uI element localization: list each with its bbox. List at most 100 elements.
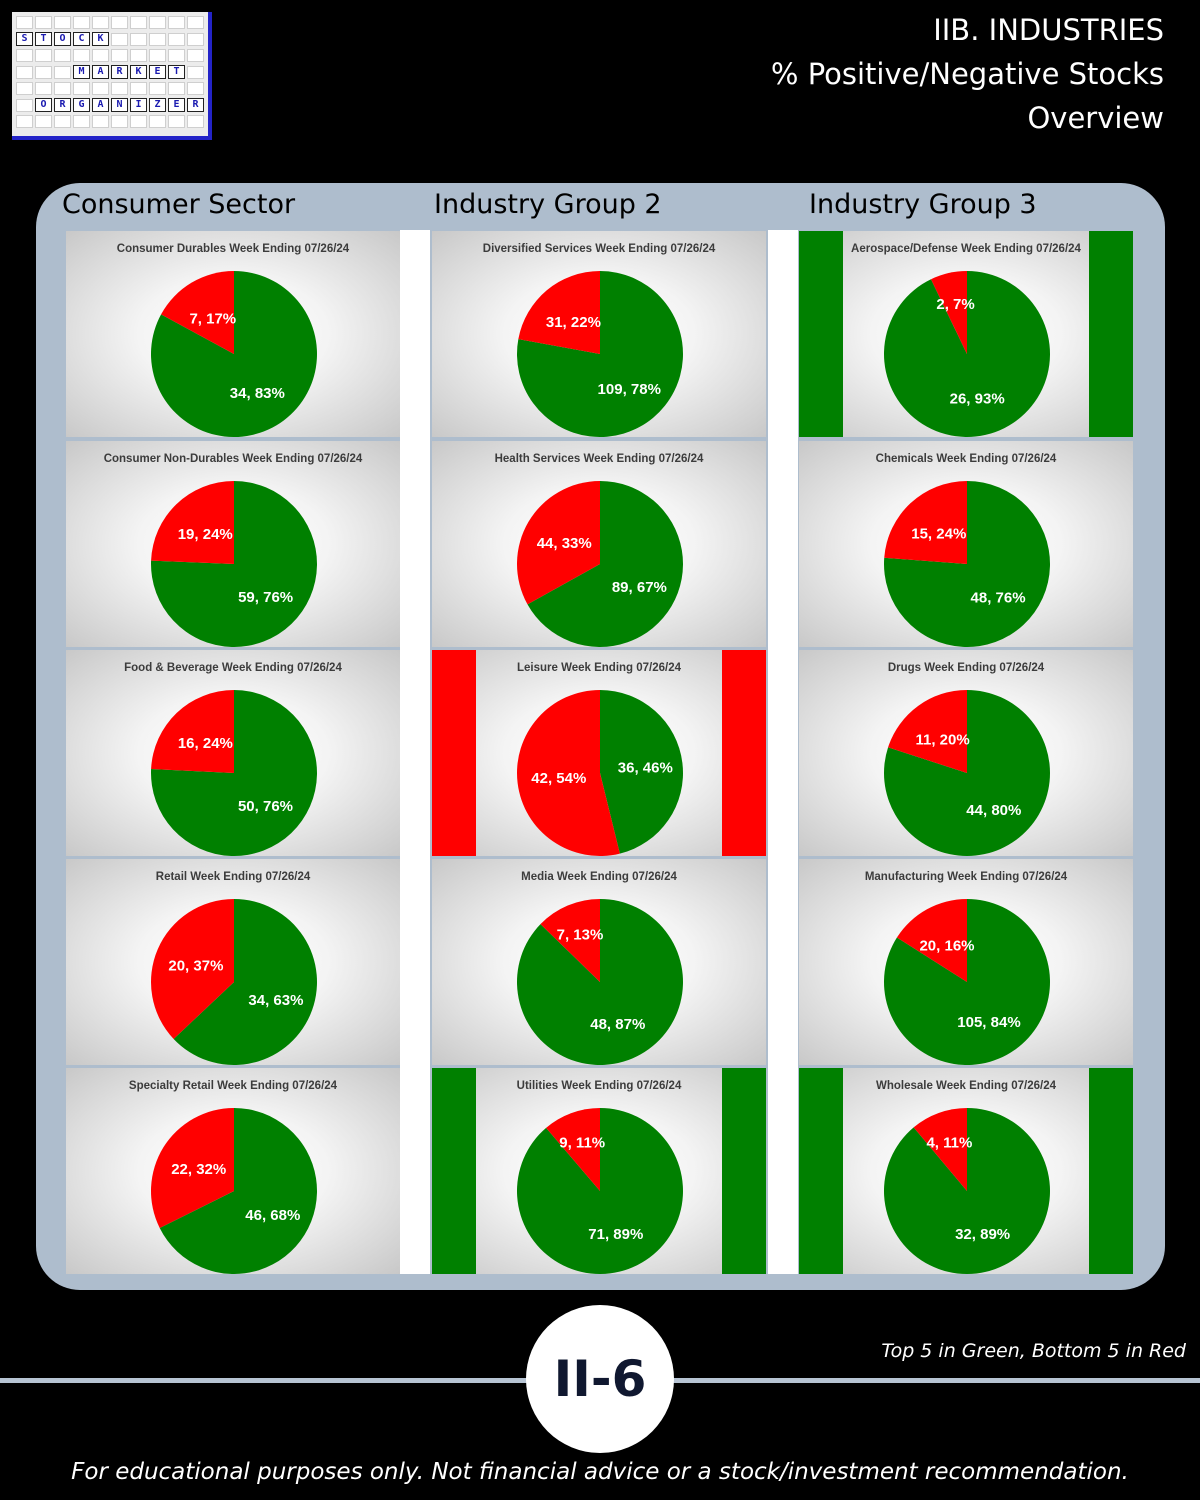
pie-label-negative: 2, 7% [936, 296, 974, 313]
pie-label-negative: 7, 13% [557, 927, 604, 944]
logo-cell [54, 115, 71, 128]
pie-slice-positive [150, 271, 317, 437]
column-gap [400, 230, 430, 1274]
disclaimer: For educational purposes only. Not finan… [71, 1459, 1129, 1485]
pie-chart-card: Aerospace/Defense Week Ending 07/26/24 26… [799, 231, 1133, 437]
logo-cell [54, 16, 71, 29]
pie-label-positive: 48, 87% [590, 1016, 645, 1033]
pie-chart: 105, 84% 20, 16% [884, 899, 1050, 1065]
pie-chart-title: Food & Beverage Week Ending 07/26/24 [124, 662, 342, 674]
logo-cell [111, 49, 128, 62]
logo-cell [149, 115, 166, 128]
pie-label-negative: 42, 54% [531, 770, 586, 787]
pie-label-positive: 105, 84% [957, 1014, 1020, 1031]
logo-cell [187, 49, 204, 62]
pie-chart-title: Utilities Week Ending 07/26/24 [516, 1080, 682, 1092]
pie-label-positive: 36, 46% [618, 759, 673, 776]
highlight-bar [799, 231, 843, 437]
pie-chart-card: Food & Beverage Week Ending 07/26/24 50, … [66, 650, 400, 856]
logo-letter: S [16, 32, 33, 46]
logo-cell [168, 49, 185, 62]
pie-chart-card: Media Week Ending 07/26/24 48, 87% 7, 13% [432, 859, 766, 1065]
pie-slice-negative [517, 481, 600, 605]
pie-label-positive: 109, 78% [598, 381, 661, 398]
pie-label-negative: 16, 24% [178, 735, 233, 752]
pie-chart-title: Consumer Non-Durables Week Ending 07/26/… [103, 453, 363, 465]
logo-cell [92, 82, 109, 95]
logo-letter: M [73, 65, 90, 79]
pie-label-negative: 20, 16% [919, 938, 974, 955]
pie-chart-card: Manufacturing Week Ending 07/26/24 105, 8… [799, 859, 1133, 1065]
logo-cell [73, 82, 90, 95]
pie-label-negative: 20, 37% [168, 958, 223, 975]
pie-slice-negative [518, 271, 600, 354]
pie-slice-negative [151, 690, 234, 773]
pie-slice-negative [516, 690, 620, 856]
pie-chart-title: Consumer Durables Week Ending 07/26/24 [116, 243, 350, 255]
logo-cell [92, 115, 109, 128]
column-title-3: Industry Group 3 [809, 189, 1037, 220]
pie-label-positive: 46, 68% [245, 1207, 300, 1224]
pie-slice-negative [884, 481, 967, 564]
logo-cell [16, 49, 33, 62]
logo-cell [111, 115, 128, 128]
header-line-3: Overview [1027, 101, 1164, 135]
pie-chart: 34, 83% 7, 17% [150, 271, 317, 437]
pie-slice-positive [159, 1108, 317, 1274]
pie-label-negative: 19, 24% [178, 526, 233, 543]
logo-cell [168, 32, 185, 46]
column-title-1: Consumer Sector [62, 189, 296, 220]
pie-chart: 44, 80% 11, 20% [884, 690, 1050, 856]
highlight-bar [1089, 231, 1133, 437]
pie-chart: 48, 76% 15, 24% [884, 481, 1050, 647]
pie-slice-negative [151, 1108, 234, 1228]
highlight-bar [432, 1068, 476, 1274]
pie-slice-negative [913, 1108, 967, 1191]
pie-chart-card: Health Services Week Ending 07/26/24 89, … [432, 441, 766, 647]
logo-cell [130, 16, 147, 29]
pie-label-positive: 71, 89% [588, 1226, 643, 1243]
logo-cell [111, 82, 128, 95]
logo-cell [130, 32, 147, 46]
pie-slice-negative [896, 899, 967, 982]
pie-chart-card: Specialty Retail Week Ending 07/26/24 46,… [66, 1068, 400, 1274]
logo-letter: C [73, 32, 90, 46]
pie-chart-title: Health Services Week Ending 07/26/24 [494, 453, 704, 465]
logo-letter: T [168, 65, 185, 79]
pie-label-negative: 11, 20% [915, 731, 969, 748]
pie-chart: 34, 63% 20, 37% [151, 899, 318, 1065]
pie-slice-positive [173, 899, 318, 1065]
logo-cell [130, 115, 147, 128]
pie-chart-title: Specialty Retail Week Ending 07/26/24 [128, 1080, 338, 1092]
pie-label-negative: 31, 22% [546, 314, 601, 331]
pie-chart-title: Chemicals Week Ending 07/26/24 [875, 453, 1057, 465]
pie-chart-card: Retail Week Ending 07/26/24 34, 63% 20, 37… [66, 859, 400, 1065]
logo-letter: N [111, 98, 128, 112]
logo-cell [130, 49, 147, 62]
page-badge: II-6 [526, 1305, 674, 1453]
logo-cell [16, 115, 33, 128]
logo-cell [16, 16, 33, 29]
pie-chart-card: Chemicals Week Ending 07/26/24 48, 76% 15,… [799, 441, 1133, 647]
logo-cell [111, 32, 128, 46]
logo-cell [149, 32, 166, 46]
column-title-2: Industry Group 2 [434, 189, 662, 220]
pie-chart: 59, 76% 19, 24% [150, 481, 317, 647]
pie-chart-card: Leisure Week Ending 07/26/24 36, 46% 42, 5… [432, 650, 766, 856]
pie-chart-card: Consumer Non-Durables Week Ending 07/26/… [66, 441, 400, 647]
pie-slice-negative [888, 690, 967, 773]
pie-slice-positive [600, 690, 683, 854]
pie-label-negative: 9, 11% [559, 1135, 605, 1152]
pie-label-positive: 26, 93% [950, 391, 1005, 408]
pie-chart-card: Drugs Week Ending 07/26/24 44, 80% 11, 20% [799, 650, 1133, 856]
logo-cell [35, 115, 52, 128]
pie-label-negative: 44, 33% [537, 535, 592, 552]
logo-letter: O [35, 98, 52, 112]
logo-cell [73, 16, 90, 29]
logo-cell [187, 115, 204, 128]
logo-cell [168, 115, 185, 128]
logo-letter: T [35, 32, 52, 46]
column-gap [768, 230, 798, 1274]
pie-label-positive: 89, 67% [612, 579, 667, 596]
